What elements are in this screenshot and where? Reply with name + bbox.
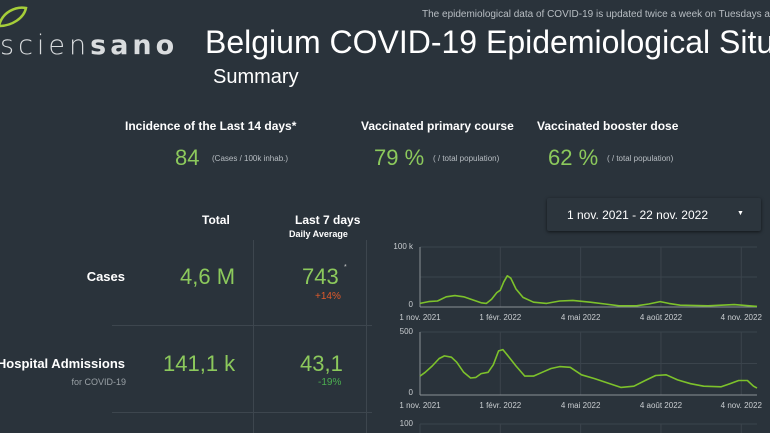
x-tick-label: 4 mai 2022 (561, 401, 601, 410)
sciensano-logo: sciensano (0, 30, 179, 61)
x-tick-label: 4 nov. 2022 (721, 313, 763, 322)
divider (366, 240, 367, 433)
x-tick-label: 4 nov. 2022 (721, 401, 763, 410)
column-header-total: Total (202, 213, 230, 227)
update-notice: The epidemiological data of COVID-19 is … (422, 9, 770, 20)
y-tick-label: 100 k (393, 242, 414, 251)
row-label-cases: Cases (86, 269, 125, 284)
x-tick-label: 1 févr. 2022 (479, 401, 521, 410)
y-tick-label: 100 (400, 419, 414, 428)
row-sublabel: for COVID-19 (71, 377, 126, 387)
divider (112, 412, 372, 413)
kpi-incidence-value: 84 (175, 145, 200, 170)
hospital-change: -19% (318, 377, 342, 388)
kpi-booster-value: 62 % (548, 145, 599, 170)
kpi-incidence-label: Incidence of the Last 14 days* (125, 119, 297, 133)
x-tick-label: 1 nov. 2021 (399, 401, 441, 410)
y-tick-label: 0 (409, 388, 414, 397)
x-tick-label: 1 nov. 2021 (399, 313, 441, 322)
x-tick-label: 4 mai 2022 (561, 313, 601, 322)
kpi-primary-label: Vaccinated primary course (361, 119, 514, 133)
caret-down-icon: ▼ (737, 210, 744, 217)
sciensano-leaf-logo (0, 6, 28, 28)
row-label-hospital-admissions: Hospital Admissions (0, 356, 125, 371)
hospital-last7: 43,1 (300, 351, 343, 376)
cases-last7: 743 (302, 264, 339, 289)
kpi-booster-label: Vaccinated booster dose (537, 119, 679, 133)
column-header-last7: Last 7 days (295, 213, 361, 227)
kpi-incidence-unit: (Cases / 100k inhab.) (212, 154, 289, 163)
page-subtitle: Summary (213, 66, 299, 88)
cases-change: +14% (315, 291, 341, 302)
kpi-primary-value: 79 % (374, 145, 425, 170)
page-title: Belgium COVID-19 Epidemiological Situat (205, 24, 770, 60)
cases-footnote-marker: * (344, 264, 347, 271)
x-tick-label: 4 août 2022 (640, 313, 683, 322)
x-tick-label: 1 févr. 2022 (479, 313, 521, 322)
kpi-primary-unit: ( / total population) (433, 154, 500, 163)
y-tick-label: 500 (400, 327, 414, 336)
series-line (419, 348, 758, 389)
y-tick-label: 0 (409, 300, 414, 309)
divider (253, 240, 254, 433)
x-tick-label: 4 août 2022 (640, 401, 683, 410)
series-line (419, 274, 758, 308)
divider (112, 325, 372, 326)
cases-total: 4,6 M (180, 264, 236, 289)
kpi-booster-unit: ( / total population) (607, 154, 674, 163)
column-header-daily-average: Daily Average (289, 229, 348, 239)
hospital-total: 141,1 k (163, 351, 236, 376)
date-range-value: 1 nov. 2021 - 22 nov. 2022 (567, 208, 708, 222)
date-range-dropdown[interactable]: 1 nov. 2021 - 22 nov. 2022 ▼ (547, 198, 761, 231)
